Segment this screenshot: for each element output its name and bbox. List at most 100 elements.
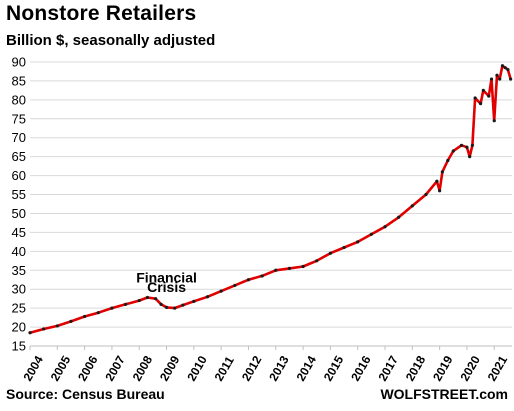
- x-tick-label: 2006: [75, 353, 101, 383]
- data-point: [246, 278, 251, 282]
- x-axis-ticks: 2004 2005 2006 2007 2008 2009 2010 2011 2012 2013…: [20, 353, 510, 383]
- data-point: [328, 251, 332, 255]
- data-point: [446, 158, 450, 163]
- y-tick-label: 90: [12, 55, 26, 70]
- y-tick-label: 30: [12, 282, 26, 297]
- x-tick-label: 2010: [184, 353, 210, 383]
- y-tick-label: 35: [12, 263, 26, 278]
- data-point: [287, 266, 292, 270]
- data-point: [356, 240, 360, 244]
- data-point: [205, 295, 210, 299]
- data-point: [468, 155, 472, 159]
- x-tick-label: 2007: [102, 353, 128, 383]
- data-point: [506, 67, 510, 72]
- data-point: [470, 143, 475, 147]
- data-point: [424, 192, 428, 197]
- data-point: [96, 311, 100, 315]
- annotation-label: Crisis: [147, 279, 186, 295]
- data-point: [42, 327, 46, 331]
- data-point: [69, 319, 73, 323]
- data-point: [489, 77, 494, 81]
- y-tick-label: 55: [12, 187, 26, 202]
- data-point: [383, 225, 387, 229]
- y-tick-label: 75: [12, 111, 26, 126]
- x-tick-label: 2021: [485, 353, 511, 383]
- y-tick-label: 80: [12, 92, 26, 107]
- data-point: [465, 145, 469, 149]
- data-point: [459, 143, 464, 147]
- data-point: [260, 274, 264, 278]
- data-point: [451, 149, 455, 153]
- data-point: [192, 299, 196, 303]
- x-tick-label: 2016: [348, 353, 374, 383]
- data-point: [55, 324, 59, 328]
- y-tick-label: 15: [12, 339, 26, 354]
- data-point: [145, 295, 150, 300]
- data-point: [481, 88, 485, 92]
- data-point: [397, 215, 401, 219]
- data-point: [440, 170, 444, 174]
- y-tick-label: 45: [12, 225, 26, 240]
- site-credit: WOLFSTREET.com: [380, 386, 508, 402]
- data-point: [83, 314, 87, 319]
- gridlines: [29, 61, 512, 350]
- x-tick-label: 2005: [48, 353, 74, 383]
- data-point: [28, 331, 32, 335]
- y-tick-label: 20: [12, 320, 26, 335]
- data-point: [509, 77, 513, 81]
- chart-title: Nonstore Retailers: [6, 2, 197, 25]
- data-point: [478, 102, 483, 106]
- x-tick-label: 2004: [20, 353, 46, 383]
- data-point: [173, 306, 177, 310]
- x-tick-label: 2019: [430, 353, 456, 383]
- data-point: [438, 189, 442, 193]
- data-point: [492, 119, 496, 123]
- data-point: [495, 73, 499, 77]
- chart-subtitle: Billion $, seasonally adjusted: [6, 32, 216, 49]
- y-tick-label: 85: [12, 73, 26, 88]
- y-tick-label: 65: [12, 149, 26, 164]
- y-tick-label: 50: [12, 206, 26, 221]
- data-point: [154, 297, 158, 301]
- data-point: [137, 298, 141, 303]
- data-point: [369, 232, 373, 236]
- data-point: [342, 245, 346, 250]
- y-tick-label: 25: [12, 301, 26, 316]
- data-point: [435, 179, 439, 183]
- x-tick-label: 2013: [266, 353, 292, 383]
- data-point: [110, 306, 114, 310]
- series-line: [29, 64, 512, 334]
- x-tick-label: 2020: [457, 353, 483, 383]
- data-point: [301, 264, 305, 269]
- data-point: [274, 268, 278, 272]
- x-tick-label: 2018: [403, 353, 429, 383]
- x-tick-label: 2008: [130, 353, 156, 383]
- data-point: [500, 64, 505, 68]
- data-point: [233, 283, 237, 288]
- source-note: Source: Census Bureau: [6, 386, 165, 402]
- data-point: [164, 305, 169, 309]
- data-point: [503, 66, 507, 70]
- x-tick-label: 2012: [239, 353, 265, 383]
- data-point: [473, 96, 477, 100]
- x-tick-label: 2015: [321, 353, 347, 383]
- data-point: [410, 204, 414, 208]
- data-point: [498, 77, 502, 81]
- data-point: [487, 94, 491, 98]
- x-tick-label: 2011: [212, 354, 237, 384]
- annotation-label: Financial: [136, 269, 197, 285]
- data-point: [219, 289, 223, 293]
- y-tick-label: 60: [12, 168, 26, 183]
- y-axis-ticks: 15 20 25 30 35 40 45 50 55 60 65 70 75 80 85 90: [12, 55, 26, 354]
- data-point: [123, 302, 128, 306]
- y-tick-label: 40: [12, 244, 26, 259]
- data-point: [159, 302, 163, 306]
- data-point: [181, 303, 185, 307]
- x-tick-label: 2014: [294, 353, 320, 383]
- series: [28, 64, 513, 335]
- x-tick-label: 2009: [157, 353, 183, 383]
- data-point: [315, 259, 319, 263]
- y-tick-label: 70: [12, 130, 26, 145]
